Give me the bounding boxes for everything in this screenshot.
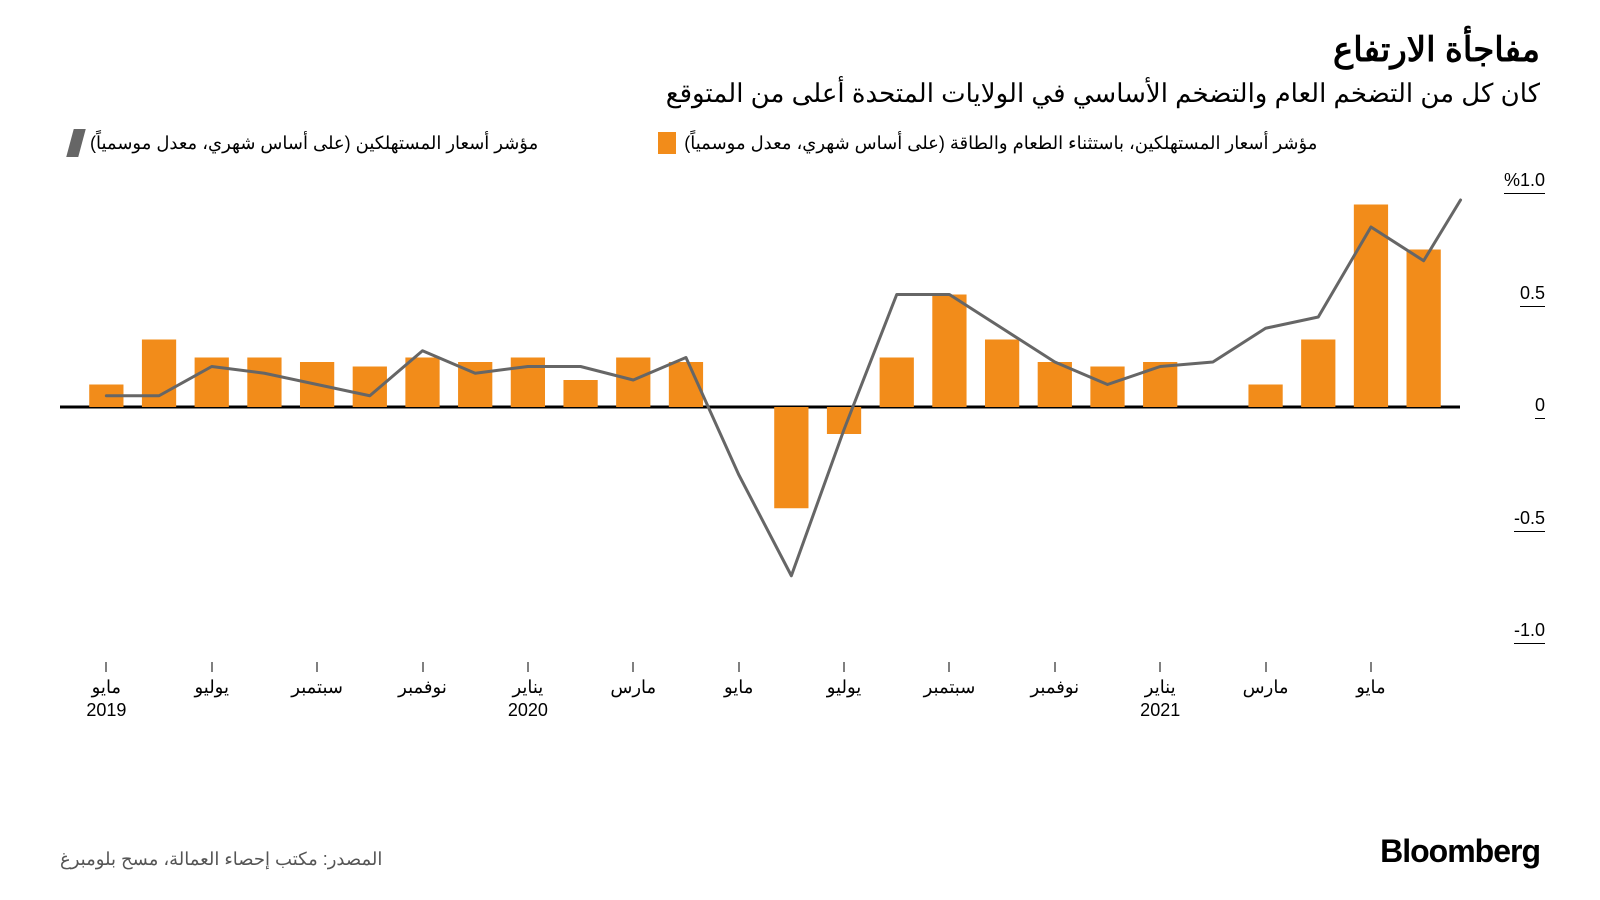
chart-area: %1.00.500.5-1.0- [60,182,1540,662]
x-tick-label: يوليو [194,676,229,699]
brand-logo: Bloomberg [1380,833,1540,870]
chart-subtitle: كان كل من التضخم العام والتضخم الأساسي ف… [60,78,1540,109]
x-tick-icon [211,662,212,672]
x-tick-label: مارس [610,676,656,699]
y-tick-label: %1.0 [1504,170,1545,194]
line-swatch-icon [66,129,86,157]
y-tick-label: 1.0- [1514,620,1545,644]
x-tick-icon [949,662,950,672]
x-tick-icon [633,662,634,672]
x-tick-icon [106,662,107,672]
chart-title: مفاجأة الارتفاع [60,30,1540,70]
x-tick-label: نوفمبر [398,676,447,699]
x-tick-icon [317,662,318,672]
legend-bar-label: مؤشر أسعار المستهلكين، باستثناء الطعام و… [684,133,1317,154]
x-tick-label: مايو [724,676,753,699]
y-tick-label: 0.5- [1514,508,1545,532]
x-tick-label: مارس [1243,676,1289,699]
source-text: المصدر: مكتب إحصاء العمالة، مسح بلومبرغ [60,849,382,870]
y-axis: %1.00.500.5-1.0- [1485,182,1545,662]
x-tick-icon [422,662,423,672]
x-tick-label: سبتمبر [924,676,976,699]
chart-svg [60,182,1540,662]
x-tick-label: مايو2019 [86,676,126,723]
x-tick-icon [1370,662,1371,672]
legend-item-line: مؤشر أسعار المستهلكين (على أساس شهري، مع… [70,129,538,157]
x-axis: مايو2019 يوليو سبتمبر نوفمبر يناير2020 مارس ما… [60,662,1540,752]
x-tick-icon [1160,662,1161,672]
x-tick-label: سبتمبر [291,676,343,699]
y-tick-label: 0 [1535,395,1545,419]
x-tick-icon [1054,662,1055,672]
legend-item-bar: مؤشر أسعار المستهلكين، باستثناء الطعام و… [658,129,1317,157]
x-tick-icon [844,662,845,672]
legend-line-label: مؤشر أسعار المستهلكين (على أساس شهري، مع… [90,133,538,154]
legend: مؤشر أسعار المستهلكين (على أساس شهري، مع… [60,129,1540,157]
bar-swatch-icon [658,132,676,154]
x-tick-icon [527,662,528,672]
x-tick-icon [738,662,739,672]
x-tick-icon [1265,662,1266,672]
x-tick-label: نوفمبر [1030,676,1079,699]
x-tick-label: يناير2020 [508,676,548,723]
y-tick-label: 0.5 [1520,283,1545,307]
x-tick-label: يوليو [827,676,862,699]
x-tick-label: يناير2021 [1140,676,1180,723]
x-tick-label: مايو [1356,676,1385,699]
